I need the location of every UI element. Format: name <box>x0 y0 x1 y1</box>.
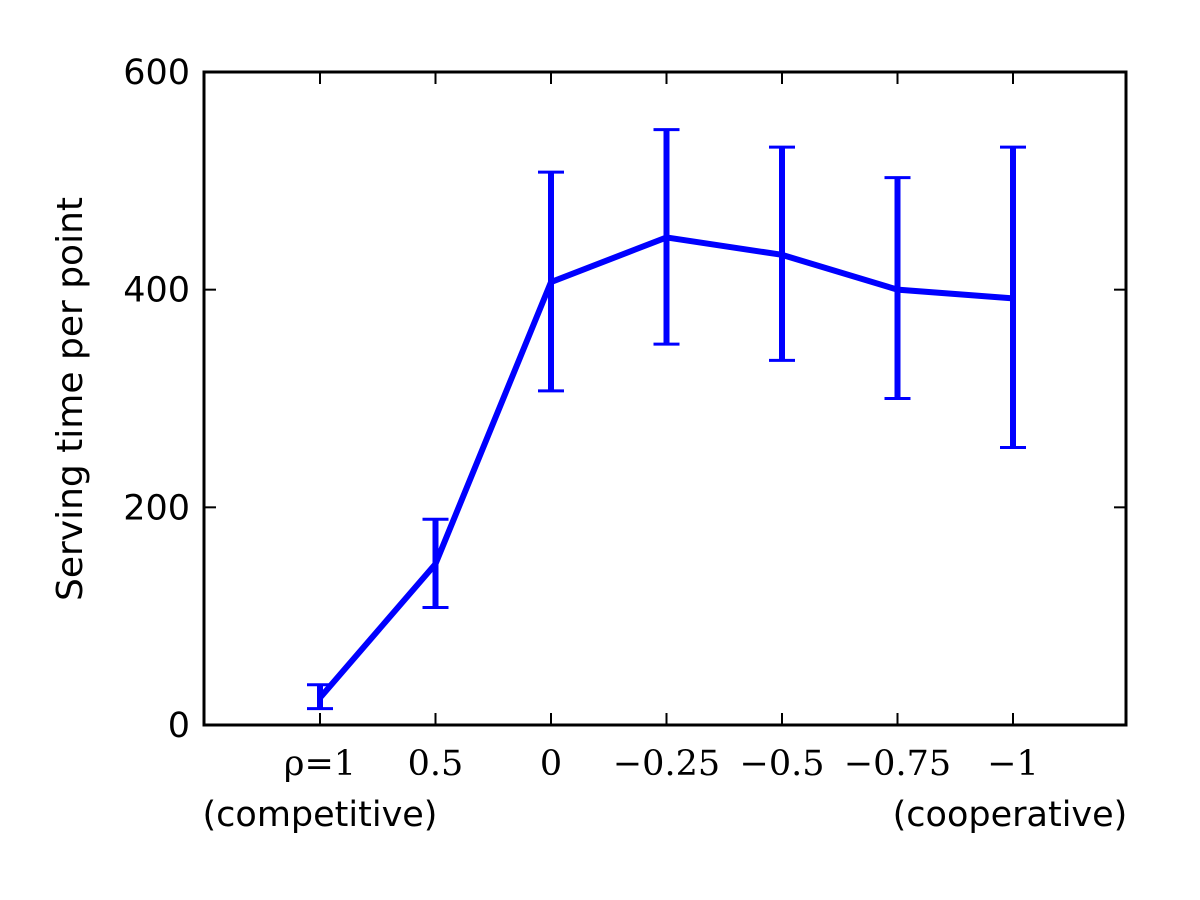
y-tick-label: 400 <box>123 271 190 311</box>
y-tick-label: 600 <box>123 53 190 93</box>
x-tick-label: −0.75 <box>844 744 951 784</box>
x-tick-label: 0.5 <box>408 744 464 784</box>
axis-labels: ρ=1 0.5 0 −0.25 −0.5 −0.75 −1 (competitive) (coo… <box>123 53 1127 835</box>
series-line-0 <box>317 234 1014 700</box>
x-tick-label: −0.25 <box>613 744 720 784</box>
y-axis-title: Serving time per point <box>50 197 91 601</box>
plot-marks <box>307 128 1026 711</box>
plot-frame <box>202 70 1128 727</box>
axis-ticks <box>204 71 1126 726</box>
x-category-note: (competitive) <box>203 795 438 835</box>
x-tick-label: −0.5 <box>740 744 825 784</box>
x-category-note: (cooperative) <box>893 795 1128 835</box>
x-tick-label: 0 <box>540 744 562 784</box>
x-tick-label: −1 <box>987 744 1039 784</box>
y-tick-label: 0 <box>168 706 190 746</box>
x-tick-label: ρ=1 <box>284 744 356 784</box>
y-tick-label: 200 <box>123 488 190 528</box>
